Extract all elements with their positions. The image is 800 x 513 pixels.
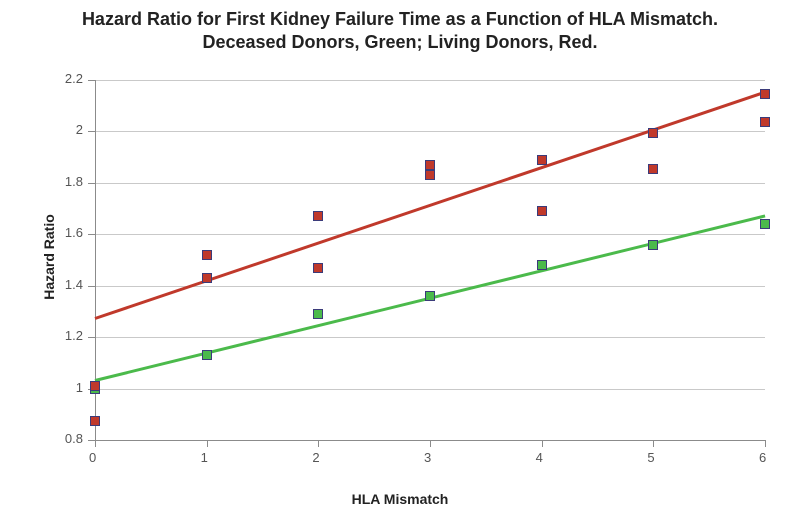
y-tick-label: 2.2 <box>65 71 83 86</box>
marker-deceased_donors <box>426 292 434 300</box>
y-tick-label: 1.6 <box>65 225 83 240</box>
x-tick-label: 0 <box>89 450 96 465</box>
plot-area: 0.811.21.41.61.822.20123456 <box>95 80 765 440</box>
marker-deceased_donors <box>649 241 657 249</box>
x-tick-mark <box>318 440 319 447</box>
marker-living_donors <box>314 264 322 272</box>
chart-container: Hazard Ratio for First Kidney Failure Ti… <box>0 0 800 513</box>
grid-line-horizontal <box>95 389 765 390</box>
y-tick-mark <box>88 286 95 287</box>
y-tick-mark <box>88 337 95 338</box>
x-tick-mark <box>765 440 766 447</box>
x-tick-label: 4 <box>536 450 543 465</box>
y-tick-label: 1 <box>76 380 83 395</box>
marker-living_donors <box>426 161 434 169</box>
marker-living_donors <box>426 171 434 179</box>
marker-living_donors <box>203 251 211 259</box>
x-tick-mark <box>542 440 543 447</box>
x-tick-mark <box>207 440 208 447</box>
marker-living_donors <box>203 274 211 282</box>
marker-living_donors <box>649 165 657 173</box>
x-tick-mark <box>653 440 654 447</box>
y-tick-mark <box>88 440 95 441</box>
y-tick-label: 1.4 <box>65 277 83 292</box>
x-tick-label: 3 <box>424 450 431 465</box>
x-tick-mark <box>95 440 96 447</box>
marker-living_donors <box>538 207 546 215</box>
marker-living_donors <box>649 129 657 137</box>
x-tick-mark <box>430 440 431 447</box>
x-tick-label: 5 <box>647 450 654 465</box>
x-tick-label: 1 <box>201 450 208 465</box>
grid-line-horizontal <box>95 80 765 81</box>
x-tick-label: 2 <box>312 450 319 465</box>
marker-living_donors <box>761 118 769 126</box>
y-tick-mark <box>88 183 95 184</box>
grid-line-horizontal <box>95 337 765 338</box>
marker-deceased_donors <box>314 310 322 318</box>
grid-line-horizontal <box>95 131 765 132</box>
marker-living_donors <box>91 382 99 390</box>
grid-line-horizontal <box>95 234 765 235</box>
y-axis-label: Hazard Ratio <box>41 214 57 300</box>
y-tick-mark <box>88 234 95 235</box>
y-tick-mark <box>88 80 95 81</box>
x-tick-label: 6 <box>759 450 766 465</box>
marker-living_donors <box>538 156 546 164</box>
marker-living_donors <box>314 212 322 220</box>
y-tick-label: 2 <box>76 122 83 137</box>
y-tick-label: 0.8 <box>65 431 83 446</box>
grid-line-horizontal <box>95 183 765 184</box>
y-tick-label: 1.8 <box>65 174 83 189</box>
marker-deceased_donors <box>761 220 769 228</box>
marker-deceased_donors <box>538 261 546 269</box>
x-axis-label: HLA Mismatch <box>0 491 800 507</box>
chart-title: Hazard Ratio for First Kidney Failure Ti… <box>0 8 800 53</box>
y-tick-label: 1.2 <box>65 328 83 343</box>
x-axis-line <box>95 440 765 441</box>
marker-deceased_donors <box>203 351 211 359</box>
marker-living_donors <box>91 417 99 425</box>
marker-living_donors <box>761 90 769 98</box>
y-tick-mark <box>88 131 95 132</box>
